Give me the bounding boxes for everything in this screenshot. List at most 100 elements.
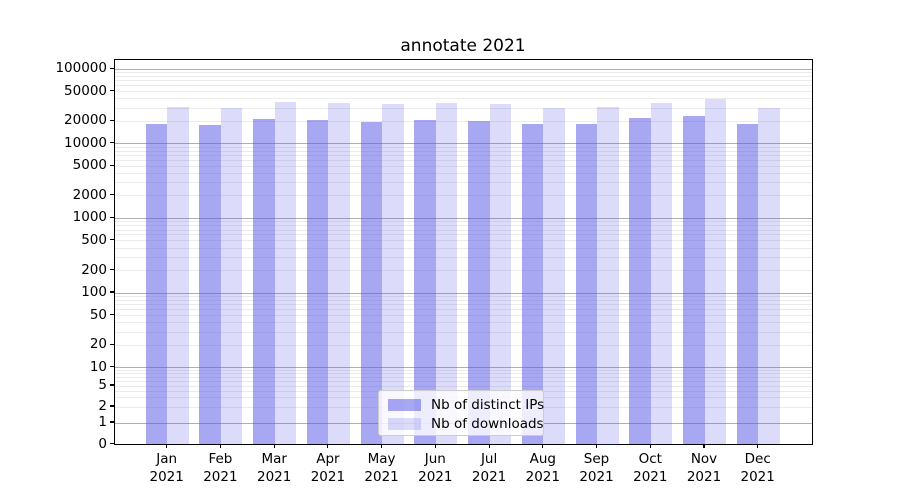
gridline-minor	[115, 165, 812, 167]
gridline-minor	[115, 304, 812, 306]
legend-label: Nb of downloads	[431, 416, 544, 432]
x-tick-label: Aug 2021	[511, 450, 575, 486]
x-tick-label: May 2021	[350, 450, 414, 486]
x-tick-year: 2021	[686, 469, 722, 485]
gridline-minor	[115, 72, 812, 74]
y-tick-label: 500	[81, 231, 107, 248]
bar-downloads-may	[382, 104, 404, 445]
y-tick-label: 10000	[64, 134, 107, 151]
x-tick-year: 2021	[471, 469, 507, 485]
bar-distinct-ips-jan	[145, 124, 168, 445]
x-tick-month: Jul	[480, 451, 498, 467]
bar-downloads-sep	[597, 107, 619, 445]
x-tick-year: 2021	[633, 469, 668, 485]
y-tick-mark	[110, 366, 114, 368]
bar-distinct-ips-dec	[736, 124, 759, 445]
x-tick-mark	[273, 444, 275, 448]
plot-area	[114, 59, 813, 445]
y-tick-mark	[110, 291, 114, 293]
bar-distinct-ips-may	[360, 122, 383, 445]
x-tick-month: Jan	[156, 451, 178, 467]
y-tick-mark	[110, 90, 114, 92]
x-tick-month: Sep	[583, 451, 610, 467]
x-tick-label: Nov 2021	[672, 450, 736, 486]
x-tick-month: Oct	[638, 451, 662, 467]
legend: Nb of distinct IPs Nb of downloads	[378, 390, 544, 436]
gridline-minor	[115, 80, 812, 82]
gridline-minor	[115, 380, 812, 382]
x-tick-label: Sep 2021	[565, 450, 629, 486]
x-tick-year: 2021	[525, 469, 560, 485]
y-tick-label: 50	[89, 306, 107, 323]
gridline-major	[115, 292, 812, 294]
y-tick-label: 2000	[72, 186, 107, 203]
x-tick-mark	[649, 444, 651, 448]
gridline-minor	[115, 120, 812, 122]
y-tick-mark	[110, 164, 114, 166]
y-tick-label: 5	[98, 377, 107, 393]
y-tick-label: 100000	[55, 60, 107, 77]
y-tick-mark	[110, 313, 114, 316]
legend-swatch	[388, 418, 421, 430]
gridline-minor	[115, 159, 812, 161]
bar-distinct-ips-mar	[253, 119, 275, 445]
gridline-minor	[115, 173, 812, 174]
y-tick-mark	[110, 343, 114, 345]
gridline-minor	[115, 150, 812, 152]
gridline-minor	[115, 322, 812, 324]
x-tick-year: 2021	[149, 469, 184, 485]
gridline-minor	[115, 369, 812, 371]
legend-swatch	[388, 399, 421, 411]
y-tick-label: 20	[89, 336, 107, 353]
bar-downloads-apr	[328, 103, 350, 445]
gridline-minor	[115, 225, 812, 227]
bar-downloads-jun	[435, 103, 458, 445]
x-tick-year: 2021	[364, 469, 399, 485]
y-tick-label: 200	[81, 261, 107, 278]
y-tick-mark	[110, 142, 114, 144]
y-tick-label: 50000	[64, 82, 107, 99]
y-tick-label: 20000	[64, 112, 107, 129]
x-tick-mark	[434, 444, 436, 448]
x-tick-label: Oct 2021	[618, 450, 682, 486]
bar-downloads-dec	[758, 107, 780, 445]
gridline-minor	[115, 107, 812, 109]
x-tick-label: Mar 2021	[242, 450, 306, 486]
y-tick-label: 10	[89, 358, 107, 375]
y-tick-mark	[110, 405, 114, 407]
gridline-minor	[115, 256, 812, 258]
x-tick-mark	[542, 444, 544, 448]
x-tick-year: 2021	[418, 469, 453, 485]
x-tick-label: Feb 2021	[188, 450, 252, 486]
bar-downloads-aug	[543, 108, 565, 445]
x-tick-month: Dec	[744, 451, 771, 467]
bar-distinct-ips-apr	[306, 120, 329, 445]
x-tick-label: Jun 2021	[403, 450, 467, 486]
x-tick-label: Dec 2021	[726, 450, 790, 486]
gridline-minor	[115, 146, 812, 148]
gridline-minor	[115, 344, 812, 346]
gridline-minor	[115, 91, 812, 93]
bar-distinct-ips-nov	[683, 116, 705, 445]
y-tick-mark	[110, 442, 114, 445]
gridline-minor	[115, 299, 812, 301]
gridline-minor	[115, 270, 812, 271]
x-tick-label: Jan 2021	[135, 450, 199, 486]
x-tick-year: 2021	[740, 469, 775, 485]
gridline-major	[115, 217, 812, 219]
x-tick-mark	[166, 444, 168, 448]
bar-distinct-ips-oct	[629, 118, 651, 445]
y-tick-mark	[110, 194, 114, 196]
x-tick-month: Jun	[424, 451, 446, 467]
legend-label: Nb of distinct IPs	[431, 397, 545, 413]
x-tick-month: Mar	[261, 451, 287, 467]
x-tick-label: Jul 2021	[457, 450, 521, 486]
gridline-minor	[115, 309, 812, 310]
x-tick-month: Apr	[316, 451, 340, 467]
x-tick-year: 2021	[310, 469, 346, 485]
bar-downloads-oct	[650, 102, 673, 445]
bar-distinct-ips-aug	[521, 123, 544, 445]
y-tick-mark	[110, 216, 114, 218]
x-tick-label: Apr 2021	[296, 450, 360, 486]
